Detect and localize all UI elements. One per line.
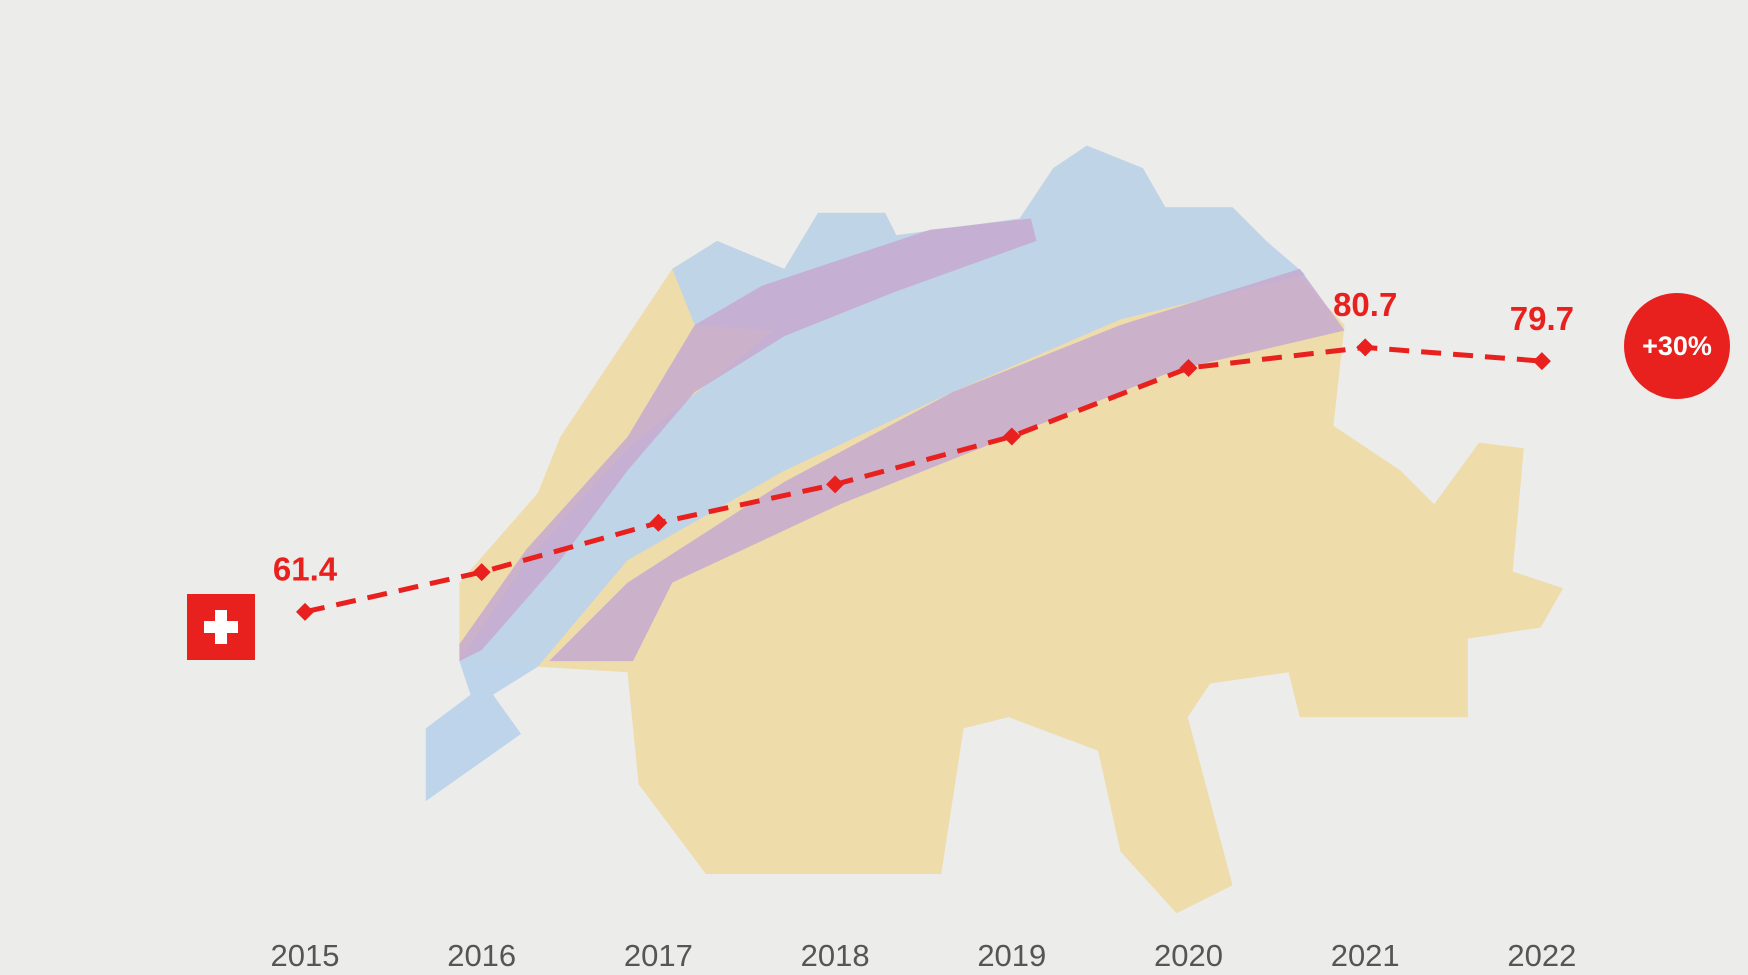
x-tick-label: 2018 [801,938,870,973]
marker [1179,358,1198,377]
swiss-flag [187,594,255,660]
value-label: 61.4 [273,551,338,588]
value-label: 79.7 [1510,300,1574,337]
badge [1624,293,1730,399]
x-tick-label: 2020 [1154,938,1223,973]
map [425,145,1564,914]
marker [472,563,491,582]
marker [1002,427,1021,446]
line [304,344,1543,615]
x-tick-label: 2021 [1331,938,1400,973]
map-band [459,218,1037,662]
badge-text: +30% [1642,331,1712,361]
marker [1532,352,1551,371]
value-label: 80.7 [1333,286,1397,323]
x-tick-label: 2022 [1507,938,1576,973]
marker [296,602,314,621]
marker [649,513,668,532]
x-tick-label: 2016 [447,938,516,973]
map-band [425,145,1306,802]
x-tick-label: 2017 [624,938,693,973]
map-band [549,268,1345,662]
x-tick-label: 2019 [977,938,1046,973]
marker [826,475,845,494]
x-tick-label: 2015 [271,938,340,973]
marker [1356,338,1375,357]
